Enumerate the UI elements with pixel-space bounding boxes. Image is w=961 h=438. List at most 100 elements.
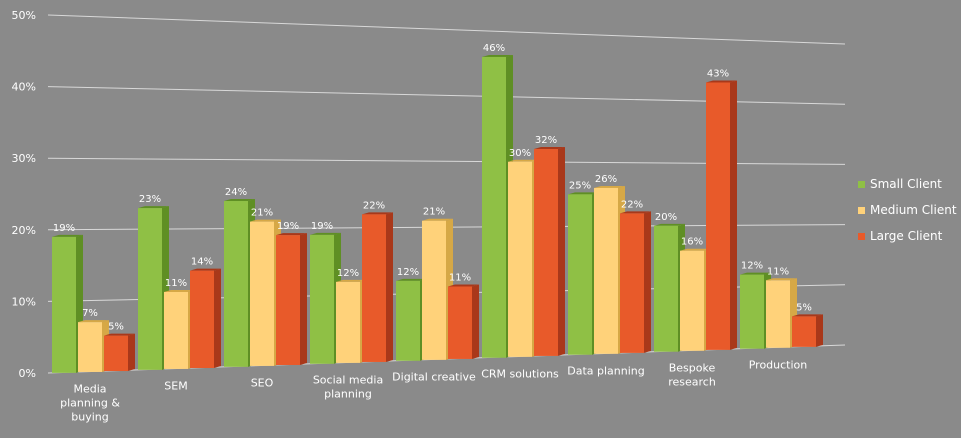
bar bbox=[766, 280, 790, 348]
bar-top bbox=[362, 212, 393, 215]
x-tick-label-line: Digital creative bbox=[392, 370, 476, 383]
data-label: 11% bbox=[449, 272, 471, 283]
bar-top bbox=[508, 159, 539, 162]
bar bbox=[654, 225, 678, 352]
x-tick-label-line: planning bbox=[324, 387, 372, 400]
bar-top bbox=[190, 268, 221, 271]
bar bbox=[740, 274, 764, 349]
data-label: 46% bbox=[483, 43, 505, 54]
bar-top bbox=[78, 320, 109, 323]
bar-top bbox=[568, 192, 599, 195]
data-label: 5% bbox=[108, 322, 124, 333]
data-label: 19% bbox=[311, 221, 333, 232]
bar bbox=[190, 270, 214, 369]
bar bbox=[534, 149, 558, 356]
bar-side bbox=[472, 284, 479, 359]
bar-side bbox=[644, 211, 651, 353]
x-tick-label-line: Social media bbox=[313, 373, 383, 386]
data-label: 16% bbox=[681, 237, 703, 248]
x-tick-label: Digital creative bbox=[392, 370, 476, 383]
x-tick-label: CRM solutions bbox=[481, 367, 559, 380]
bar bbox=[792, 316, 816, 347]
bar-top bbox=[396, 278, 427, 281]
x-tick-label-line: buying bbox=[71, 411, 108, 424]
bars: 19% 7% 5% 23% 11% 14% 24% 21% 19% 19% 12% 22% 12% 21%… bbox=[52, 43, 823, 373]
bar-top bbox=[654, 223, 685, 226]
bar bbox=[362, 214, 386, 362]
data-label: 32% bbox=[535, 135, 557, 146]
x-tick-label-line: planning & bbox=[60, 397, 120, 410]
bar-side bbox=[386, 212, 393, 362]
legend-label: Medium Client bbox=[870, 203, 957, 217]
data-label: 11% bbox=[165, 278, 187, 289]
bar bbox=[422, 220, 446, 360]
data-label: 7% bbox=[82, 308, 98, 319]
bar-side bbox=[730, 80, 737, 350]
bar bbox=[138, 208, 162, 370]
y-axis: 0% 10% 20% 30% 40% 50% bbox=[12, 9, 36, 380]
data-label: 21% bbox=[423, 207, 445, 218]
bar-top bbox=[52, 234, 83, 237]
x-tick-label-line: Production bbox=[749, 358, 808, 371]
bar-top bbox=[620, 211, 651, 214]
bar-top bbox=[250, 219, 281, 222]
legend: Small Client Medium Client Large Client bbox=[858, 177, 957, 243]
bar-top bbox=[164, 289, 195, 292]
x-tick-label: SEO bbox=[251, 376, 274, 389]
x-tick-label: Production bbox=[749, 358, 808, 371]
bar bbox=[594, 187, 618, 354]
bar bbox=[508, 161, 532, 357]
bar-top bbox=[594, 185, 625, 188]
x-tick-label: Media planning & buying bbox=[60, 383, 120, 424]
x-tick-label-line: SEO bbox=[251, 376, 274, 389]
data-label: 23% bbox=[139, 194, 161, 205]
bar-top bbox=[766, 278, 797, 281]
y-tick-label: 30% bbox=[12, 152, 36, 165]
bar-side bbox=[816, 314, 823, 347]
bar-side bbox=[128, 333, 135, 372]
data-label: 12% bbox=[337, 268, 359, 279]
bar-top bbox=[706, 80, 737, 83]
data-label: 11% bbox=[767, 266, 789, 277]
data-label: 21% bbox=[251, 208, 273, 219]
bar-top bbox=[740, 272, 771, 275]
bar-top bbox=[276, 233, 307, 236]
x-tick-label: SEM bbox=[164, 380, 187, 393]
bar-top bbox=[792, 314, 823, 317]
bar bbox=[448, 286, 472, 359]
bar-top bbox=[138, 206, 169, 209]
data-label: 22% bbox=[621, 199, 643, 210]
bar-top bbox=[534, 147, 565, 150]
bar-top bbox=[482, 54, 513, 57]
bar-top bbox=[336, 279, 367, 282]
data-label: 12% bbox=[397, 267, 419, 278]
bar bbox=[276, 235, 300, 365]
bar bbox=[224, 201, 248, 367]
x-tick-label-line: SEM bbox=[164, 380, 187, 393]
bar bbox=[568, 194, 592, 355]
x-tick-label-line: Data planning bbox=[567, 364, 645, 377]
data-label: 14% bbox=[191, 257, 213, 268]
bar-side bbox=[300, 233, 307, 365]
bar bbox=[396, 280, 420, 361]
gridline bbox=[47, 14, 846, 45]
x-tick-label-line: CRM solutions bbox=[481, 367, 559, 380]
bar bbox=[482, 56, 506, 358]
legend-label: Small Client bbox=[870, 177, 942, 191]
data-label: 43% bbox=[707, 68, 729, 79]
bar-top bbox=[104, 333, 135, 336]
bar-top bbox=[310, 232, 341, 235]
bar bbox=[52, 236, 76, 373]
legend-swatch bbox=[858, 181, 865, 188]
bar-side bbox=[558, 147, 565, 356]
y-tick-label: 20% bbox=[12, 224, 36, 237]
bar-top bbox=[680, 248, 711, 251]
bar bbox=[680, 250, 704, 351]
y-tick-label: 50% bbox=[12, 9, 36, 22]
y-tick-label: 10% bbox=[12, 295, 36, 308]
bar-top bbox=[448, 284, 479, 287]
bar bbox=[310, 234, 334, 364]
data-label: 5% bbox=[796, 302, 812, 313]
